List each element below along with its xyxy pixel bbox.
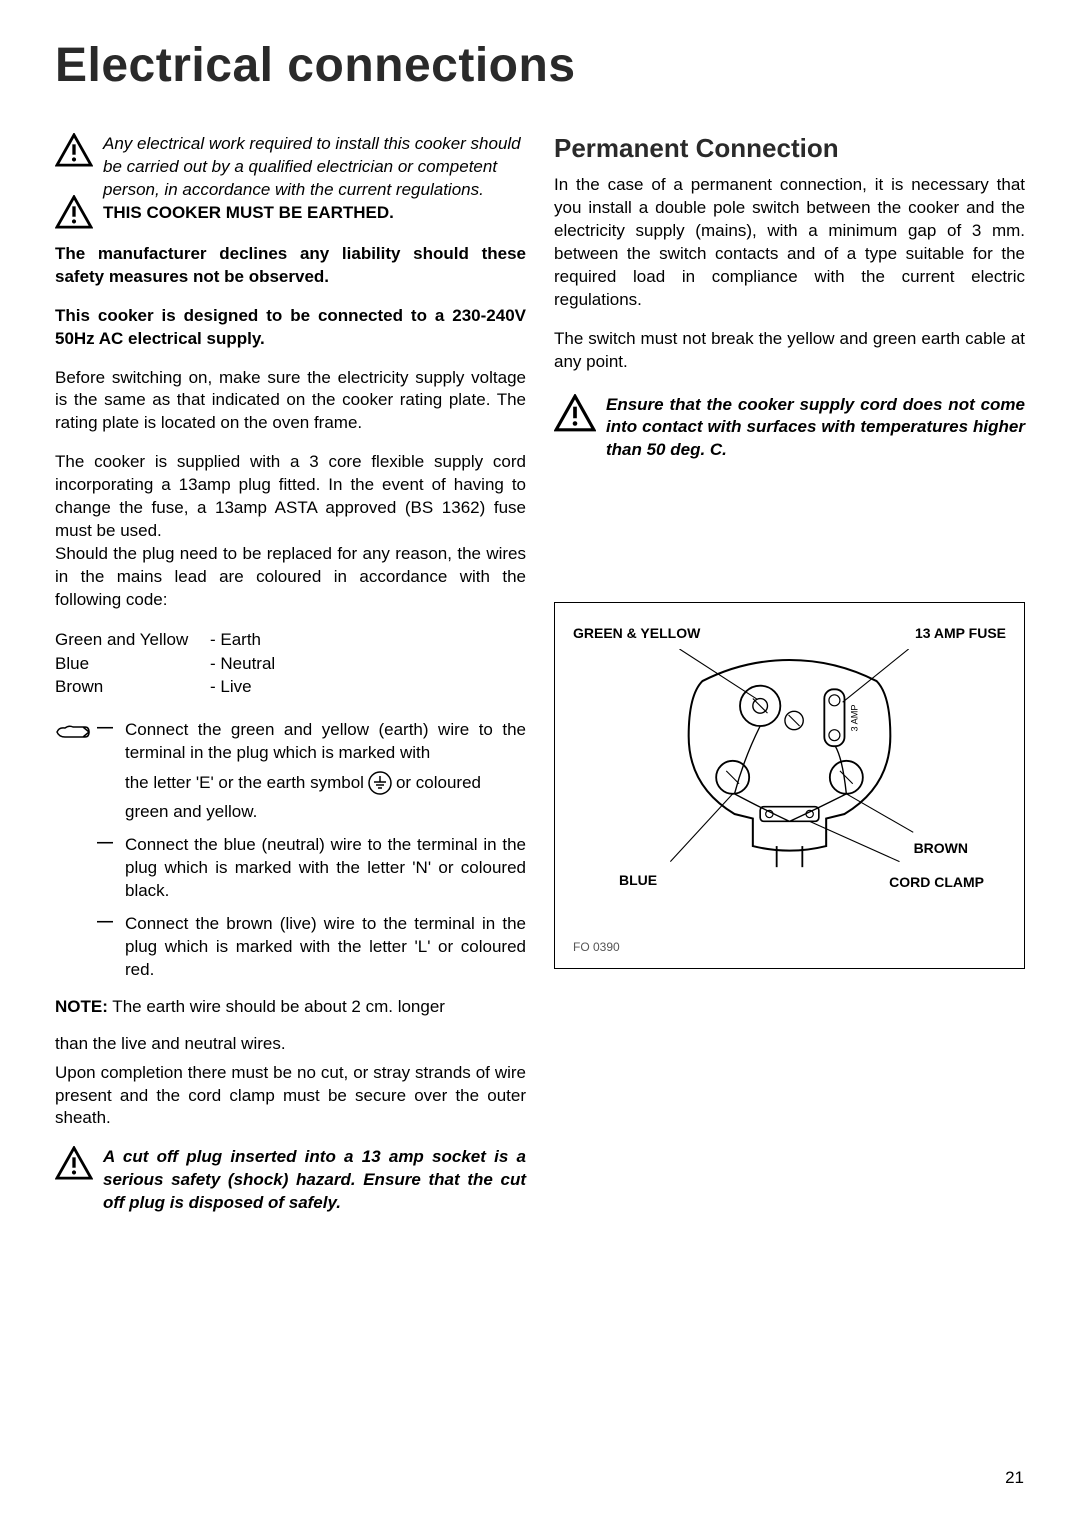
- wire-color: Green and Yellow: [55, 628, 210, 652]
- right-column: Permanent Connection In the case of a pe…: [554, 133, 1025, 1221]
- plug-diagram-svg: 3 AMP: [573, 649, 1006, 869]
- warning-icon: [55, 133, 93, 167]
- wire-type: - Neutral: [210, 652, 275, 676]
- left-column: Any electrical work required to install …: [55, 133, 526, 1221]
- label-brown: BROWN: [914, 840, 968, 856]
- intro-warning-block: Any electrical work required to install …: [55, 133, 526, 225]
- permanent-para-2: The switch must not break the yellow and…: [554, 328, 1025, 374]
- connect-neutral-block: — Connect the blue (neutral) wire to the…: [55, 834, 526, 903]
- content-columns: Any electrical work required to install …: [55, 133, 1025, 1221]
- wire-row: Brown - Live: [55, 675, 526, 699]
- warning-intro-text: Any electrical work required to install …: [103, 133, 526, 202]
- bullet-dash: —: [97, 834, 113, 852]
- note-text-1: The earth wire should be about 2 cm. lon…: [108, 997, 445, 1016]
- diagram-top-labels: GREEN & YELLOW 13 AMP FUSE: [573, 625, 1006, 641]
- permanent-para-1: In the case of a permanent connection, i…: [554, 174, 1025, 312]
- wire-row: Green and Yellow - Earth: [55, 628, 526, 652]
- completion-para: Upon completion there must be no cut, or…: [55, 1062, 526, 1131]
- svg-text:3 AMP: 3 AMP: [849, 705, 859, 732]
- label-blue: BLUE: [619, 872, 657, 888]
- diagram-fo-code: FO 0390: [573, 940, 1006, 954]
- warning-icon: [55, 1146, 93, 1180]
- diagram-bottom-labels: BLUE BROWN CORD CLAMP: [573, 874, 1006, 934]
- temp-warning-block: Ensure that the cooker supply cord does …: [554, 394, 1025, 463]
- earth-line-1: Connect the green and yellow (earth) wir…: [125, 720, 526, 762]
- wire-colour-table: Green and Yellow - Earth Blue - Neutral …: [55, 628, 526, 699]
- note-label: NOTE:: [55, 997, 108, 1016]
- connect-neutral-text: Connect the blue (neutral) wire to the t…: [125, 834, 526, 903]
- note-line-2: than the live and neutral wires.: [55, 1033, 526, 1056]
- earthed-line: THIS COOKER MUST BE EARTHED.: [103, 202, 526, 225]
- bullet-dash: —: [97, 719, 113, 737]
- wire-type: - Live: [210, 675, 252, 699]
- connect-live-text: Connect the brown (live) wire to the ter…: [125, 913, 526, 982]
- bullet-dash: —: [97, 913, 113, 931]
- page-title: Electrical connections: [55, 38, 1025, 93]
- cord-para-b: Should the plug need to be replaced for …: [55, 543, 526, 612]
- connect-live-block: — Connect the brown (live) wire to the t…: [55, 913, 526, 982]
- earth-line-2b: or coloured: [396, 772, 481, 795]
- warning-icon: [55, 195, 93, 229]
- hand-pointer-icon: [55, 721, 91, 743]
- voltage-para: Before switching on, make sure the elect…: [55, 367, 526, 436]
- connect-earth-text: Connect the green and yellow (earth) wir…: [125, 719, 526, 824]
- supply-para: This cooker is designed to be connected …: [55, 305, 526, 351]
- wire-row: Blue - Neutral: [55, 652, 526, 676]
- cutoff-warning-text: A cut off plug inserted into a 13 amp so…: [103, 1146, 526, 1215]
- cord-para-a: The cooker is supplied with a 3 core fle…: [55, 451, 526, 543]
- cutoff-warning-block: A cut off plug inserted into a 13 amp so…: [55, 1146, 526, 1215]
- wire-color: Blue: [55, 652, 210, 676]
- label-fuse: 13 AMP FUSE: [915, 625, 1006, 641]
- earth-line-3: green and yellow.: [125, 801, 526, 824]
- note-line-1: NOTE: The earth wire should be about 2 c…: [55, 996, 526, 1019]
- plug-diagram-box: GREEN & YELLOW 13 AMP FUSE: [554, 602, 1025, 969]
- label-green-yellow: GREEN & YELLOW: [573, 625, 700, 641]
- page-number: 21: [1005, 1468, 1024, 1488]
- wire-color: Brown: [55, 675, 210, 699]
- temp-warning-text: Ensure that the cooker supply cord does …: [606, 394, 1025, 463]
- warning-icon: [554, 394, 596, 432]
- connect-earth-block: — Connect the green and yellow (earth) w…: [55, 719, 526, 824]
- earth-symbol-icon: [368, 771, 392, 795]
- liability-para: The manufacturer declines any liability …: [55, 243, 526, 289]
- earth-line-2a: the letter 'E' or the earth symbol: [125, 772, 364, 795]
- label-cord-clamp: CORD CLAMP: [889, 874, 984, 890]
- wire-type: - Earth: [210, 628, 261, 652]
- section-title: Permanent Connection: [554, 133, 1025, 164]
